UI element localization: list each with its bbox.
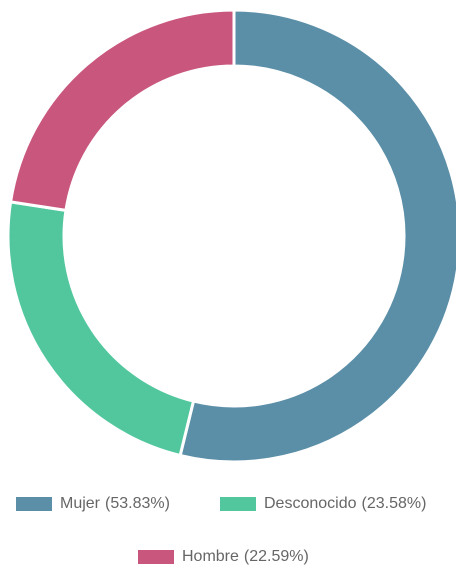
donut-segment — [6, 200, 196, 458]
legend-swatch — [138, 550, 174, 564]
legend-value: (23.58%) — [361, 495, 427, 512]
legend-label: Desconocido — [264, 495, 357, 512]
legend-item: Desconocido (23.58%) — [220, 495, 426, 513]
donut-segment — [178, 8, 456, 464]
legend-item: Hombre (22.59%) — [138, 548, 309, 566]
chart — [6, 8, 456, 464]
legend-item: Mujer (53.83%) — [16, 495, 170, 513]
legend-label: Hombre — [182, 548, 239, 565]
legend-label: Mujer — [60, 495, 101, 512]
legend-value: (22.59%) — [243, 548, 309, 565]
legend-swatch — [220, 497, 256, 511]
legend-swatch — [16, 497, 52, 511]
donut-segment — [8, 8, 236, 213]
legend-value: (53.83%) — [105, 495, 170, 512]
